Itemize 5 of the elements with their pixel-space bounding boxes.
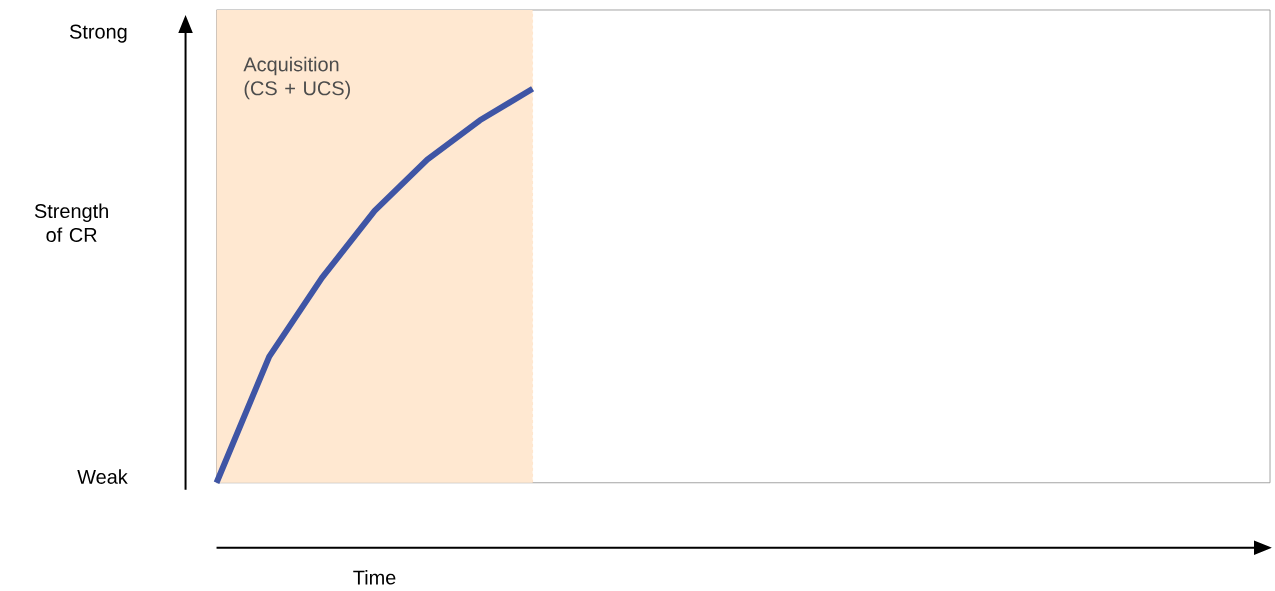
x-axis-title: Time xyxy=(353,569,396,585)
text: Strength of CR xyxy=(34,203,108,242)
text: Strong xyxy=(69,24,127,43)
annotation: Acquisition (CS + UCS) xyxy=(243,56,350,100)
text: Weak xyxy=(77,469,128,484)
